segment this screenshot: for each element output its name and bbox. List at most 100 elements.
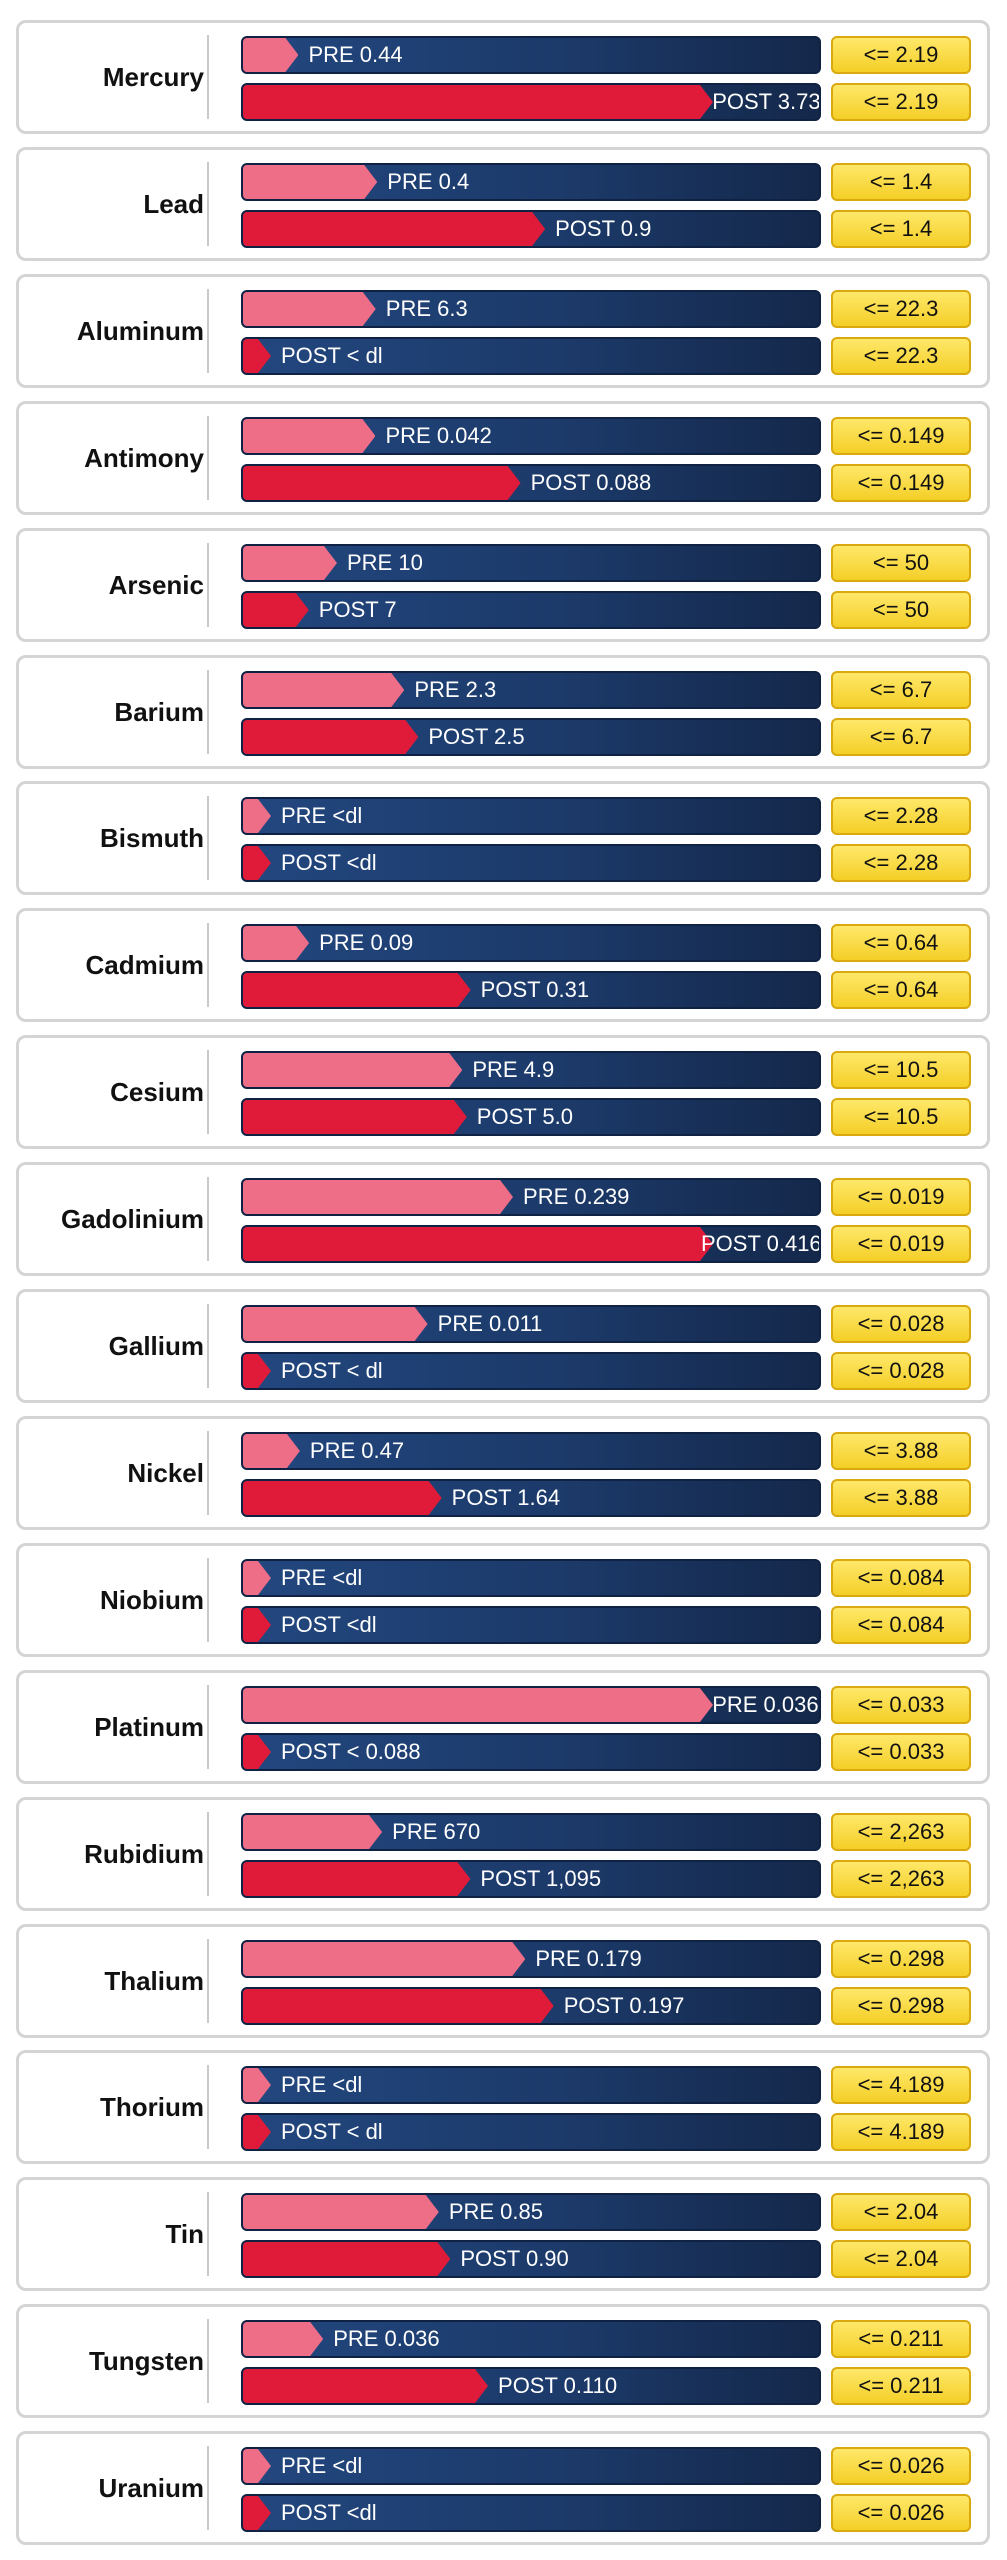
post-bar: POST 0.416 [241, 1225, 821, 1263]
element-row: Rubidium PRE 670 POST 1,095 <= 2,263 <= 2,26… [16, 1797, 990, 1911]
limit-badge: <= 0.084 [831, 1606, 971, 1644]
post-value-label: POST < dl [281, 1358, 383, 1383]
pre-bar: PRE 0.036 [241, 1686, 821, 1724]
limit-badge: <= 2.28 [831, 844, 971, 882]
element-row: Cesium PRE 4.9 POST 5.0 <= 10.5 <= 10.5 [16, 1035, 990, 1149]
limit-badge: <= 2.28 [831, 797, 971, 835]
post-bar: POST 2.5 [241, 718, 821, 756]
pre-bar: PRE 670 [241, 1813, 821, 1851]
pre-bar-fill [243, 38, 298, 72]
limit-badge: <= 0.211 [831, 2320, 971, 2358]
pre-value-label: PRE 0.44 [308, 42, 403, 67]
row-divider [207, 1304, 209, 1388]
pre-value-label: PRE 0.179 [535, 1946, 642, 1971]
limit-badge: <= 2,263 [831, 1860, 971, 1898]
element-row: Gadolinium PRE 0.239 POST 0.416 <= 0.019 <= … [16, 1162, 990, 1276]
element-row: Thalium PRE 0.179 POST 0.197 <= 0.298 <= 0.2… [16, 1924, 990, 2038]
pre-bar: PRE 4.9 [241, 1051, 821, 1089]
post-bar-fill [243, 1227, 713, 1261]
limit-badge: <= 0.028 [831, 1352, 971, 1390]
pre-bar: PRE 10 [241, 544, 821, 582]
element-name: Lead [143, 188, 204, 219]
pre-value-label: PRE 0.09 [319, 930, 414, 955]
limit-badge: <= 0.149 [831, 417, 971, 455]
post-bar: POST 3.73 [241, 83, 821, 121]
post-value-label: POST 7 [318, 597, 397, 622]
pre-value-label: PRE 4.9 [472, 1057, 555, 1082]
pre-bar: PRE <dl [241, 797, 821, 835]
post-bar: POST 0.9 [241, 210, 821, 248]
post-bar-fill [243, 212, 545, 246]
pre-bar: PRE 0.239 [241, 1178, 821, 1216]
pre-bar: PRE <dl [241, 1559, 821, 1597]
element-name: Gallium [108, 1330, 204, 1361]
post-value-label: POST 1,095 [480, 1866, 602, 1891]
element-name: Tin [165, 2218, 204, 2249]
post-bar: POST <dl [241, 2494, 821, 2532]
element-name: Nickel [127, 1457, 204, 1488]
pre-value-label: PRE <dl [281, 803, 363, 828]
pre-bar: PRE 0.44 [241, 36, 821, 74]
post-bar-fill [243, 2242, 450, 2276]
pre-bar: PRE 0.4 [241, 163, 821, 201]
post-bar-fill [243, 1354, 271, 1388]
element-row: Tin PRE 0.85 POST 0.90 <= 2.04 <= 2.04 [16, 2177, 990, 2291]
row-divider [207, 923, 209, 1007]
pre-bar-fill [243, 926, 309, 960]
row-divider [207, 1685, 209, 1769]
pre-value-label: PRE 0.036 [333, 2326, 440, 2351]
post-bar: POST 0.110 [241, 2367, 821, 2405]
element-row: Platinum PRE 0.036 POST < 0.088 <= 0.033 <= … [16, 1670, 990, 1784]
element-name: Gadolinium [61, 1203, 204, 1234]
element-name: Niobium [100, 1584, 204, 1615]
row-divider [207, 2065, 209, 2149]
post-bar: POST 1.64 [241, 1479, 821, 1517]
pre-value-label: PRE 0.85 [448, 2199, 543, 2224]
element-name: Arsenic [108, 569, 204, 600]
limit-badge: <= 2.04 [831, 2240, 971, 2278]
limit-badge: <= 1.4 [831, 163, 971, 201]
element-row: Mercury PRE 0.44 POST 3.73 <= 2.19 <= 2.19 [16, 20, 990, 134]
element-row: Niobium PRE <dl POST <dl <= 0.084 <= 0.084 [16, 1543, 990, 1657]
pre-value-label: PRE 0.036 [712, 1692, 819, 1717]
pre-bar-fill [243, 1688, 713, 1722]
row-divider [207, 1558, 209, 1642]
post-value-label: POST 0.31 [480, 977, 590, 1002]
post-bar-fill [243, 2369, 488, 2403]
pre-value-label: PRE <dl [281, 2072, 363, 2097]
limit-badge: <= 0.64 [831, 924, 971, 962]
pre-bar-fill [243, 673, 404, 707]
post-bar-fill [243, 846, 271, 880]
pre-bar: PRE 6.3 [241, 290, 821, 328]
post-value-label: POST <dl [281, 850, 377, 875]
limit-badge: <= 50 [831, 544, 971, 582]
element-row: Lead PRE 0.4 POST 0.9 <= 1.4 <= 1.4 [16, 147, 990, 261]
row-divider [207, 796, 209, 880]
post-bar: POST <dl [241, 844, 821, 882]
element-name: Cesium [110, 1076, 204, 1107]
limit-badge: <= 0.64 [831, 971, 971, 1009]
limit-badge: <= 2.19 [831, 36, 971, 74]
limit-badge: <= 2,263 [831, 1813, 971, 1851]
limit-badge: <= 2.04 [831, 2193, 971, 2231]
post-value-label: POST 3.73 [712, 89, 821, 114]
pre-bar-fill [243, 1307, 428, 1341]
limit-badge: <= 22.3 [831, 290, 971, 328]
post-bar-fill [243, 1608, 271, 1642]
element-row: Antimony PRE 0.042 POST 0.088 <= 0.149 <= 0.… [16, 401, 990, 515]
limit-badge: <= 6.7 [831, 671, 971, 709]
element-row: Aluminum PRE 6.3 POST < dl <= 22.3 <= 22.3 [16, 274, 990, 388]
post-value-label: POST < dl [281, 2119, 383, 2144]
limit-badge: <= 10.5 [831, 1051, 971, 1089]
limit-badge: <= 3.88 [831, 1432, 971, 1470]
pre-value-label: PRE 0.011 [437, 1311, 543, 1336]
limit-badge: <= 0.028 [831, 1305, 971, 1343]
post-bar: POST 0.088 [241, 464, 821, 502]
pre-bar-fill [243, 2195, 439, 2229]
limit-badge: <= 0.019 [831, 1225, 971, 1263]
post-bar-fill [243, 1862, 470, 1896]
limit-badge: <= 4.189 [831, 2066, 971, 2104]
pre-value-label: PRE 0.239 [523, 1184, 630, 1209]
element-name: Barium [114, 696, 204, 727]
